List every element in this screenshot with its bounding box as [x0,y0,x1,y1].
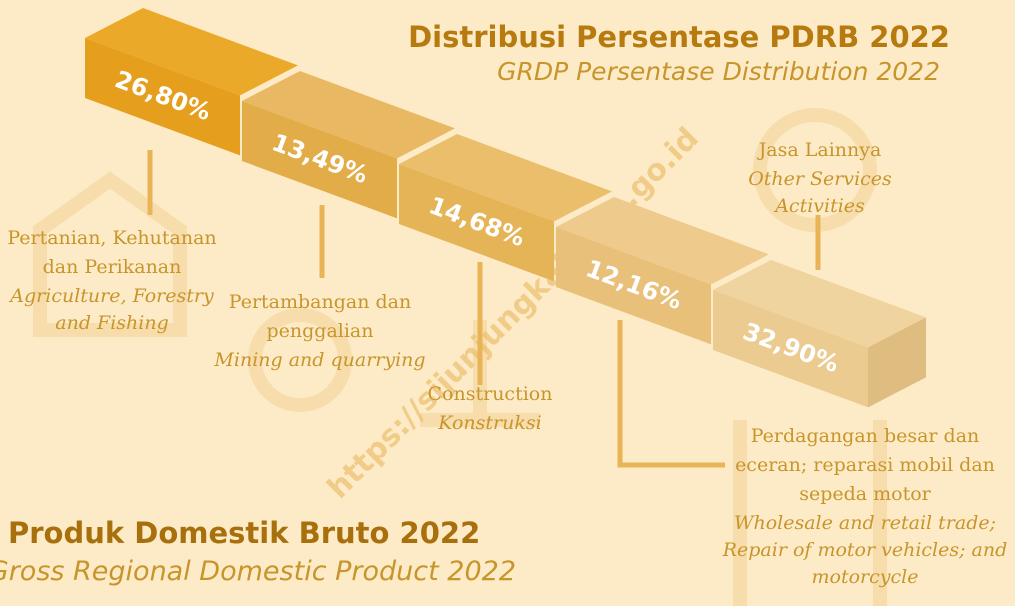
subtitle: GRDP Persentase Distribution 2022 [497,57,940,86]
label-id: eceran; reparasi mobil dan [735,454,995,476]
label-en: Mining and quarrying [213,349,425,371]
label-en: Konstruksi [437,412,541,434]
label-id: sepeda motor [799,483,931,505]
label-en: Other Services [748,168,892,190]
page: https://sijunjungkab.bps.go.id Distribus… [0,0,1015,606]
label-en: Agriculture, Forestry [8,285,214,307]
infographic: https://sijunjungkab.bps.go.id Distribus… [0,0,1015,606]
label-id: penggalian [266,320,373,342]
label-id: Construction [428,383,553,405]
label-id: dan Perikanan [43,256,182,278]
label-en: Wholesale and retail trade; [734,512,996,534]
label-en: Repair of motor vehicles; and [722,539,1008,561]
footer-subtitle: Gross Regional Domestic Product 2022 [0,556,516,587]
footer-title: Produk Domestik Bruto 2022 [8,516,480,550]
title: Distribusi Persentase PDRB 2022 [408,20,950,54]
label-en: and Fishing [55,312,169,334]
label-id: Jasa Lainnya [757,139,882,161]
label-en: Activities [773,195,865,217]
label-id: Pertanian, Kehutanan [7,227,216,249]
label-id: Perdagangan besar dan [751,425,980,447]
label-id: Pertambangan dan [229,291,411,313]
label-en: motorcycle [812,566,919,588]
